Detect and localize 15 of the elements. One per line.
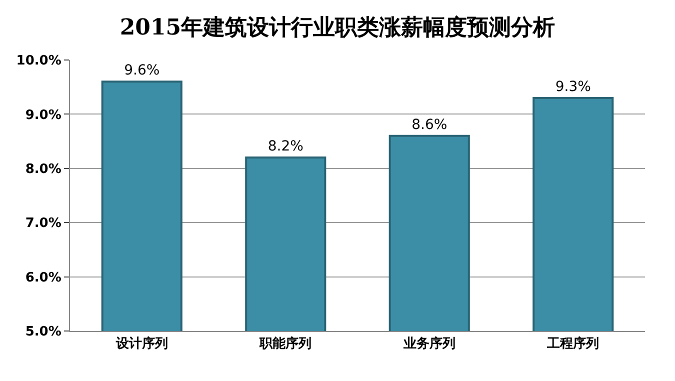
y-tick-label: 5.0%	[25, 324, 62, 340]
data-label: 9.3%	[555, 78, 591, 95]
data-label: 9.6%	[124, 62, 160, 79]
data-label: 8.2%	[268, 138, 304, 155]
x-tick-label: 业务序列	[402, 336, 456, 352]
chart-title: 2015年建筑设计行业职类涨薪幅度预测分析	[120, 14, 556, 40]
x-tick-label: 职能序列	[258, 336, 312, 352]
y-tick-label: 7.0%	[25, 216, 62, 232]
x-tick-label: 工程序列	[546, 336, 600, 352]
y-tick-label: 9.0%	[25, 108, 62, 123]
x-tick-label: 设计序列	[114, 336, 168, 352]
y-tick-label: 6.0%	[25, 270, 62, 286]
y-tick-label: 8.0%	[25, 162, 62, 177]
y-tick-label: 10.0%	[16, 54, 62, 69]
data-label: 8.6%	[412, 116, 448, 133]
